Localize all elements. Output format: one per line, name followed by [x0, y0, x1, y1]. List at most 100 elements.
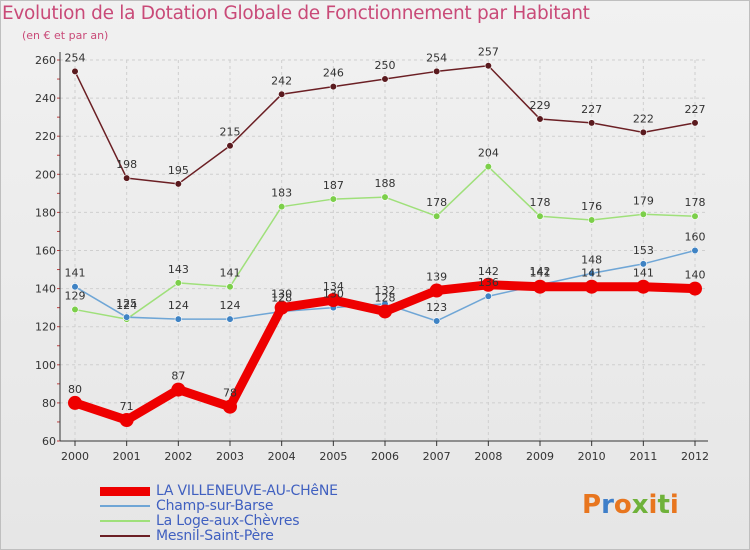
data-label: 246 — [323, 67, 344, 80]
data-point — [174, 180, 182, 188]
data-point — [174, 315, 182, 323]
y-tick-label: 160 — [35, 245, 56, 258]
data-point — [123, 174, 131, 182]
y-tick-label: 120 — [35, 321, 56, 334]
data-label: 141 — [633, 267, 654, 280]
data-point — [223, 399, 237, 414]
x-tick-label: 2008 — [474, 450, 502, 463]
data-label: 153 — [633, 244, 654, 257]
data-label: 141 — [581, 267, 602, 280]
data-label: 143 — [168, 263, 189, 276]
chart-subtitle: (en € et par an) — [22, 29, 109, 42]
y-tick-label: 240 — [35, 92, 56, 105]
data-point — [536, 115, 544, 123]
data-label: 129 — [65, 290, 86, 303]
data-label: 204 — [478, 147, 499, 160]
x-tick-label: 2012 — [681, 450, 709, 463]
data-point — [639, 128, 647, 136]
data-point — [433, 212, 441, 220]
x-tick-label: 2010 — [578, 450, 606, 463]
data-label: 123 — [426, 301, 447, 314]
legend-label: LA VILLENEUVE-AU-CHêNE — [156, 483, 338, 499]
data-label: 250 — [375, 59, 396, 72]
data-label: 227 — [581, 103, 602, 116]
data-label: 188 — [375, 177, 396, 190]
data-label: 139 — [426, 271, 447, 284]
data-point — [119, 413, 134, 428]
data-point — [433, 67, 441, 76]
data-point — [588, 216, 596, 224]
data-point — [226, 283, 234, 291]
series-mesnil-saint-p-re — [71, 62, 699, 188]
x-tick-label: 2000 — [61, 450, 89, 463]
data-point — [71, 305, 79, 314]
data-label: 141 — [530, 267, 551, 280]
series-la-villeneuve-au-ch-ne — [68, 277, 702, 428]
data-label: 128 — [375, 291, 396, 304]
proxiti-logo: Proxiti — [582, 490, 679, 520]
data-label: 257 — [478, 46, 499, 59]
legend-label: Champ-sur-Barse — [156, 498, 274, 514]
x-tick-label: 2005 — [319, 450, 347, 463]
data-label: 80 — [68, 383, 82, 396]
data-label: 87 — [171, 370, 185, 383]
chart-title: Evolution de la Dotation Globale de Fonc… — [2, 3, 590, 24]
data-label: 130 — [271, 288, 292, 301]
data-label: 187 — [323, 179, 344, 192]
data-label: 132 — [375, 284, 396, 297]
data-point — [588, 269, 596, 277]
y-tick-label: 80 — [42, 397, 56, 410]
data-point — [584, 279, 599, 294]
legend-swatch — [100, 535, 150, 537]
data-label: 141 — [65, 267, 86, 280]
x-tick-label: 2001 — [113, 450, 141, 463]
data-label: 142 — [478, 265, 499, 278]
legend-swatch — [100, 505, 150, 507]
data-point — [639, 260, 647, 268]
data-label: 198 — [116, 158, 137, 171]
data-point — [278, 203, 286, 211]
data-point — [123, 313, 131, 321]
data-point — [588, 119, 596, 127]
data-label: 222 — [633, 112, 654, 125]
data-point — [274, 300, 289, 315]
data-label: 178 — [685, 196, 706, 209]
data-point — [329, 83, 337, 91]
y-tick-label: 220 — [35, 130, 56, 143]
y-tick-label: 200 — [35, 168, 56, 181]
legend-swatch — [100, 486, 150, 496]
data-label: 242 — [271, 74, 292, 87]
data-label: 254 — [426, 51, 447, 64]
data-label: 178 — [530, 196, 551, 209]
x-tick-label: 2009 — [526, 450, 554, 463]
data-point — [226, 142, 234, 150]
data-label: 160 — [685, 231, 706, 244]
data-label: 130 — [323, 288, 344, 301]
data-point — [688, 281, 702, 296]
data-point — [691, 212, 699, 220]
data-point — [68, 395, 82, 410]
data-point — [71, 283, 79, 291]
data-label: 124 — [220, 299, 241, 312]
x-tick-label: 2004 — [268, 450, 296, 463]
y-tick-label: 180 — [35, 206, 56, 219]
data-point — [174, 279, 182, 287]
y-tick-label: 260 — [35, 54, 56, 67]
data-point — [484, 163, 492, 171]
x-tick-label: 2007 — [423, 450, 451, 463]
data-point — [484, 62, 492, 70]
legend-label: La Loge-aux-Chèvres — [156, 513, 300, 529]
data-label: 176 — [581, 200, 602, 213]
y-tick-label: 60 — [42, 435, 56, 448]
data-label: 141 — [220, 267, 241, 280]
data-label: 195 — [168, 164, 189, 177]
series-la-loge-aux-ch-vres — [71, 163, 699, 323]
data-point — [381, 75, 389, 83]
data-label: 128 — [271, 291, 292, 304]
data-point — [71, 67, 79, 76]
data-point — [381, 193, 389, 201]
data-point — [326, 293, 341, 308]
data-point — [533, 279, 547, 294]
data-label: 125 — [116, 297, 137, 310]
